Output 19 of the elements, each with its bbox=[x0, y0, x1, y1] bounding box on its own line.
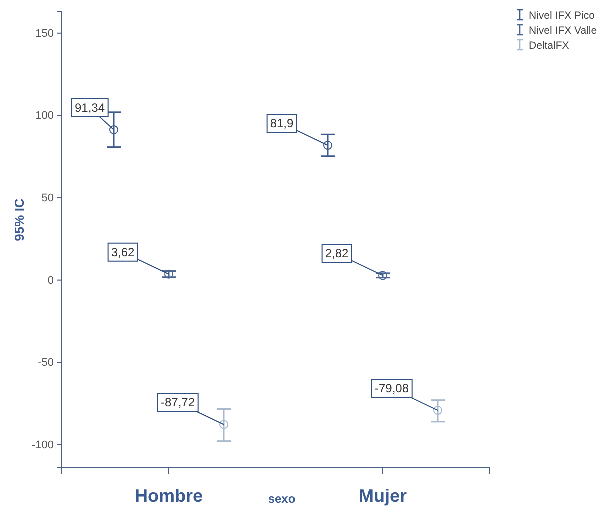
y-tick-label: 100 bbox=[36, 110, 54, 122]
y-tick-label: -100 bbox=[32, 439, 54, 452]
x-tick-label: Mujer bbox=[358, 486, 408, 506]
data-label: -79,08 bbox=[374, 382, 410, 396]
data-label: -87,72 bbox=[160, 396, 196, 410]
legend-label: Nivel IFX Pico bbox=[529, 10, 596, 22]
y-axis-title: 95% IC bbox=[12, 198, 27, 242]
data-label: 81,9 bbox=[270, 116, 294, 131]
x-tick-label: Hombre bbox=[134, 486, 204, 506]
data-label: 3,62 bbox=[111, 245, 135, 260]
data-label: 91,34 bbox=[74, 100, 106, 115]
legend-label: Nivel IFX Valle bbox=[529, 25, 598, 37]
y-tick-label: 150 bbox=[36, 28, 54, 40]
y-tick-label: -50 bbox=[38, 357, 54, 370]
y-tick-label: 50 bbox=[42, 192, 54, 205]
y-tick-label: 0 bbox=[48, 274, 54, 287]
x-axis-title: sexo bbox=[268, 492, 296, 506]
legend-label: DeltalFX bbox=[529, 40, 570, 52]
data-label: 2,82 bbox=[325, 246, 349, 261]
